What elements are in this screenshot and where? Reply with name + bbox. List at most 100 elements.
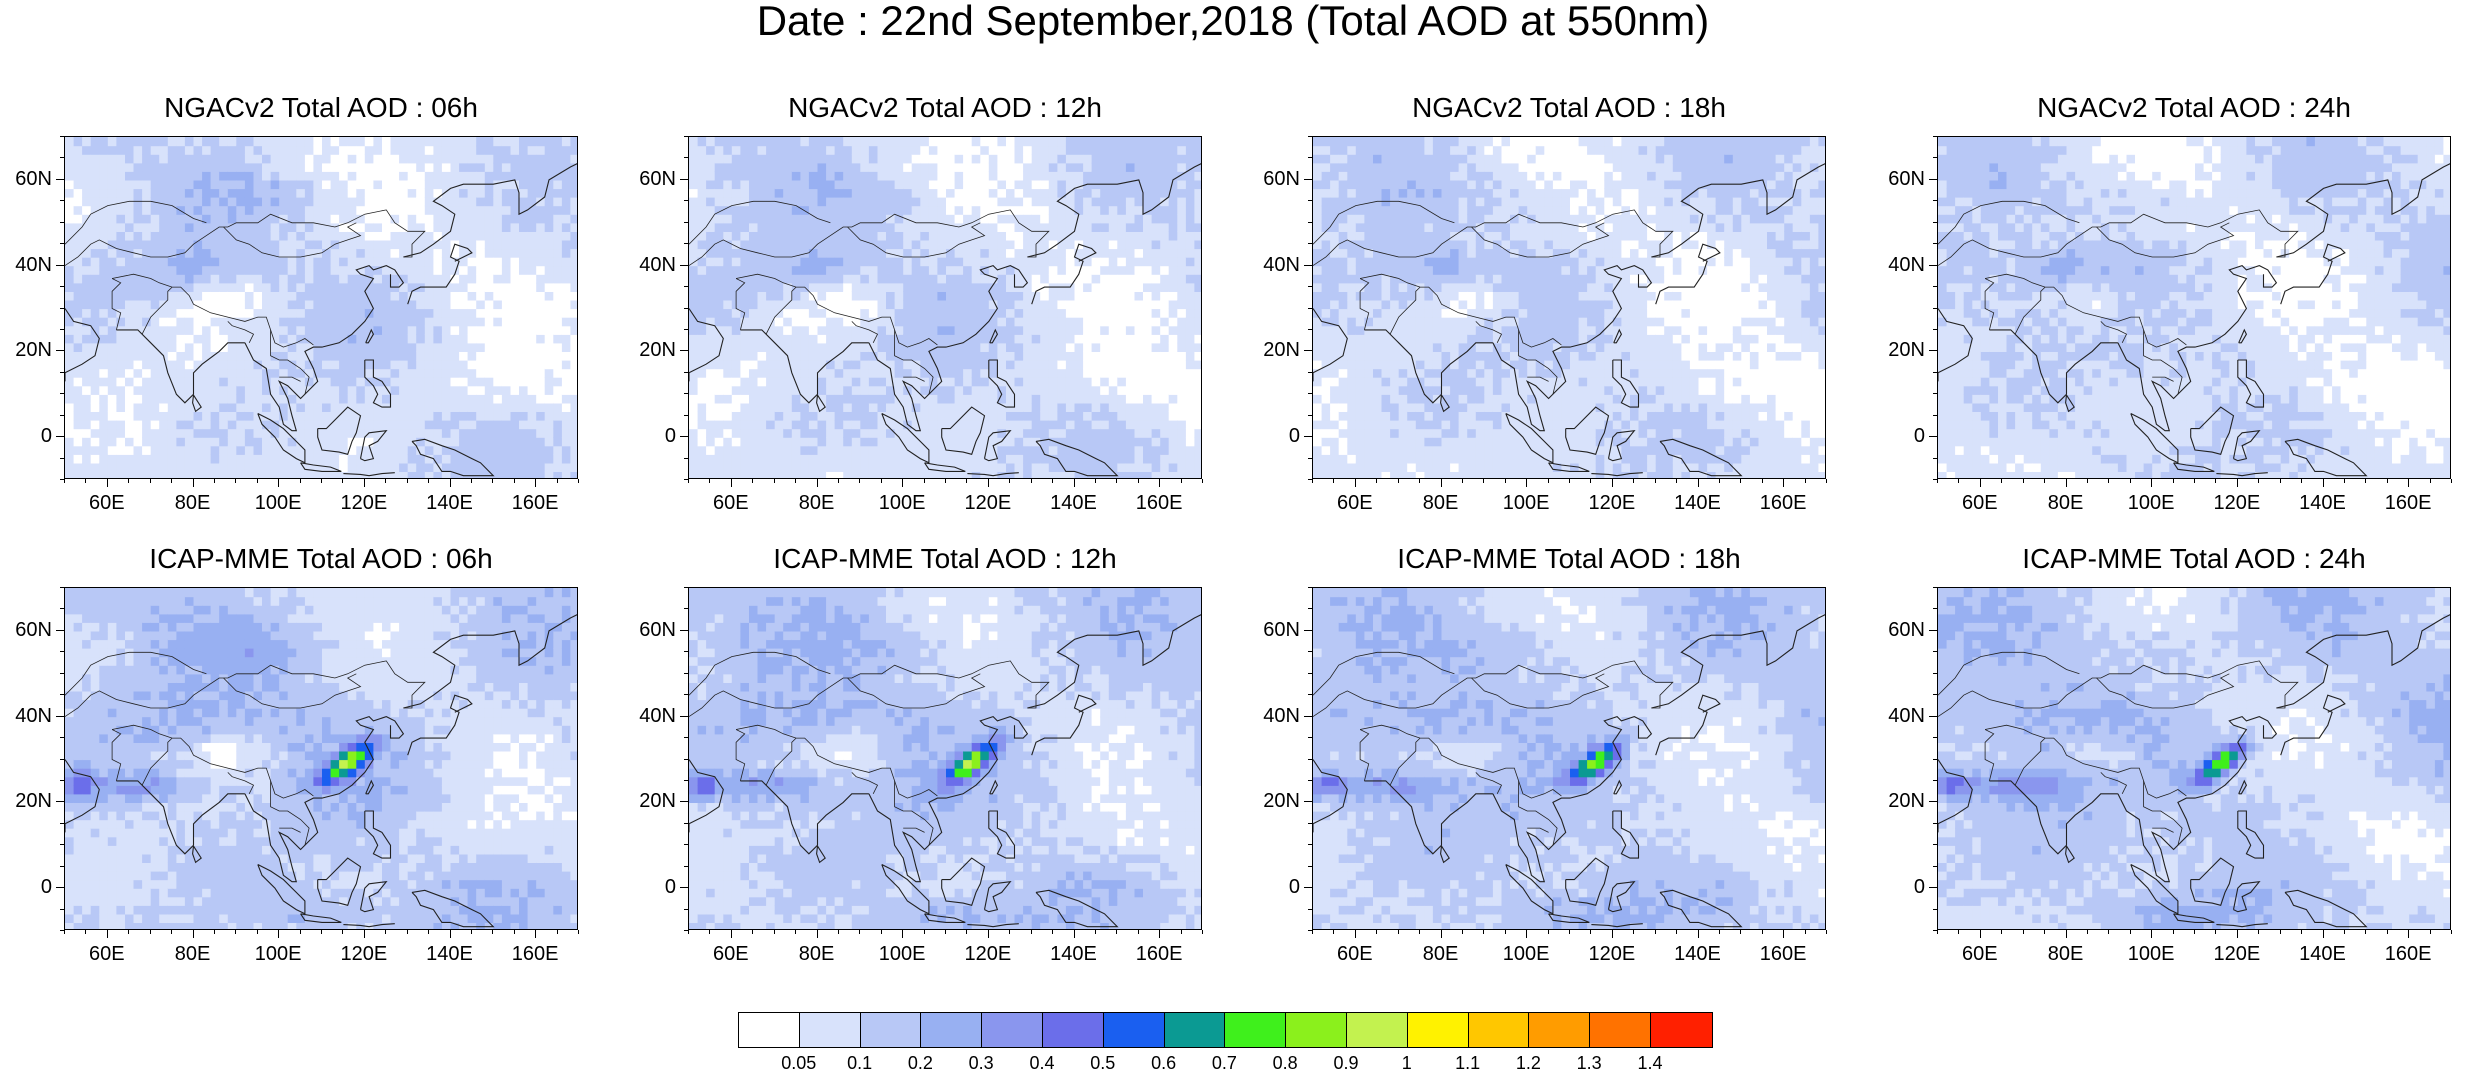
lat-tick-label: 0	[626, 877, 676, 897]
lon-tick-label: 120E	[958, 493, 1018, 513]
lon-minor-tick	[1333, 930, 1334, 934]
lon-tick-label: 100E	[872, 493, 932, 513]
aod-field	[1938, 588, 2451, 930]
lat-minor-tick	[60, 136, 64, 137]
lon-tick-label: 60E	[701, 493, 761, 513]
lon-minor-tick	[2258, 479, 2259, 483]
lon-tick-label: 60E	[77, 944, 137, 964]
lon-minor-tick	[85, 479, 86, 483]
lat-minor-tick	[1933, 372, 1937, 373]
lat-minor-tick	[684, 823, 688, 824]
colorbar-label: 1.4	[1625, 1054, 1675, 1072]
lon-minor-tick	[2066, 479, 2067, 483]
lon-minor-tick	[945, 930, 946, 934]
lat-minor-tick	[1933, 716, 1937, 717]
lat-minor-tick	[1308, 823, 1312, 824]
lon-minor-tick	[535, 479, 536, 483]
lon-minor-tick	[64, 479, 65, 483]
lon-minor-tick	[988, 479, 989, 483]
lon-tick-label: 80E	[163, 944, 223, 964]
colorbar-label: 0.05	[774, 1054, 824, 1072]
lon-minor-tick	[150, 479, 151, 483]
lat-minor-tick	[60, 436, 64, 437]
lat-minor-tick	[1933, 286, 1937, 287]
lon-minor-tick	[1009, 930, 1010, 934]
lat-minor-tick	[684, 286, 688, 287]
lon-minor-tick	[709, 479, 710, 483]
lat-tick-label: 20N	[2, 340, 52, 360]
lon-minor-tick	[1181, 930, 1182, 934]
colorbar-label: 0.4	[1017, 1054, 1067, 1072]
lon-minor-tick	[1548, 930, 1549, 934]
lat-minor-tick	[684, 350, 688, 351]
lat-minor-tick	[1308, 694, 1312, 695]
lon-minor-tick	[2108, 479, 2109, 483]
lon-minor-tick	[492, 479, 493, 483]
lon-minor-tick	[385, 930, 386, 934]
lat-minor-tick	[60, 823, 64, 824]
lat-minor-tick	[684, 608, 688, 609]
lon-tick-label: 60E	[1325, 493, 1385, 513]
lat-minor-tick	[1933, 415, 1937, 416]
lat-minor-tick	[60, 630, 64, 631]
lon-minor-tick	[193, 479, 194, 483]
lat-minor-tick	[60, 694, 64, 695]
lat-minor-tick	[1933, 222, 1937, 223]
lon-minor-tick	[924, 479, 925, 483]
lon-minor-tick	[1569, 930, 1570, 934]
lon-minor-tick	[1355, 930, 1356, 934]
lat-minor-tick	[1308, 458, 1312, 459]
lon-minor-tick	[1612, 930, 1613, 934]
lon-minor-tick	[752, 930, 753, 934]
lon-minor-tick	[2258, 930, 2259, 934]
lat-tick-label: 0	[1250, 877, 1300, 897]
lon-minor-tick	[688, 479, 689, 483]
colorbar-label: 0.3	[956, 1054, 1006, 1072]
lon-tick-label: 60E	[77, 493, 137, 513]
lat-minor-tick	[60, 393, 64, 394]
lon-tick-label: 60E	[701, 944, 761, 964]
lon-tick-label: 100E	[248, 493, 308, 513]
lon-minor-tick	[64, 930, 65, 934]
lon-minor-tick	[471, 930, 472, 934]
colorbar-swatch	[800, 1013, 861, 1047]
lon-minor-tick	[1676, 479, 1677, 483]
lon-minor-tick	[2215, 930, 2216, 934]
colorbar-swatch	[1347, 1013, 1408, 1047]
lon-tick-label: 80E	[2036, 493, 2096, 513]
lat-tick-label: 40N	[626, 255, 676, 275]
lon-tick-label: 160E	[2378, 493, 2438, 513]
colorbar-swatch	[1651, 1013, 1712, 1047]
lat-minor-tick	[684, 587, 688, 588]
lon-minor-tick	[2001, 930, 2002, 934]
lon-minor-tick	[85, 930, 86, 934]
lon-tick-label: 100E	[1496, 944, 1556, 964]
lat-minor-tick	[684, 136, 688, 137]
lon-minor-tick	[2044, 479, 2045, 483]
aod-field	[689, 588, 1202, 930]
colorbar-swatch	[1043, 1013, 1104, 1047]
lon-minor-tick	[2001, 479, 2002, 483]
lon-tick-label: 160E	[2378, 944, 2438, 964]
lon-tick-label: 160E	[505, 944, 565, 964]
lat-minor-tick	[1308, 243, 1312, 244]
lon-minor-tick	[407, 930, 408, 934]
lon-minor-tick	[1590, 479, 1591, 483]
lon-minor-tick	[492, 930, 493, 934]
lon-tick-label: 140E	[2293, 493, 2353, 513]
lon-minor-tick	[257, 930, 258, 934]
lat-minor-tick	[1933, 887, 1937, 888]
lat-minor-tick	[684, 866, 688, 867]
lon-minor-tick	[774, 479, 775, 483]
colorbar-swatch	[1590, 1013, 1651, 1047]
lon-minor-tick	[988, 930, 989, 934]
lon-minor-tick	[795, 479, 796, 483]
lat-minor-tick	[1308, 286, 1312, 287]
lon-minor-tick	[2023, 930, 2024, 934]
lon-minor-tick	[2365, 930, 2366, 934]
lon-minor-tick	[342, 479, 343, 483]
lon-minor-tick	[2237, 930, 2238, 934]
lon-minor-tick	[407, 479, 408, 483]
aod-map	[688, 587, 1202, 930]
lat-minor-tick	[1308, 136, 1312, 137]
